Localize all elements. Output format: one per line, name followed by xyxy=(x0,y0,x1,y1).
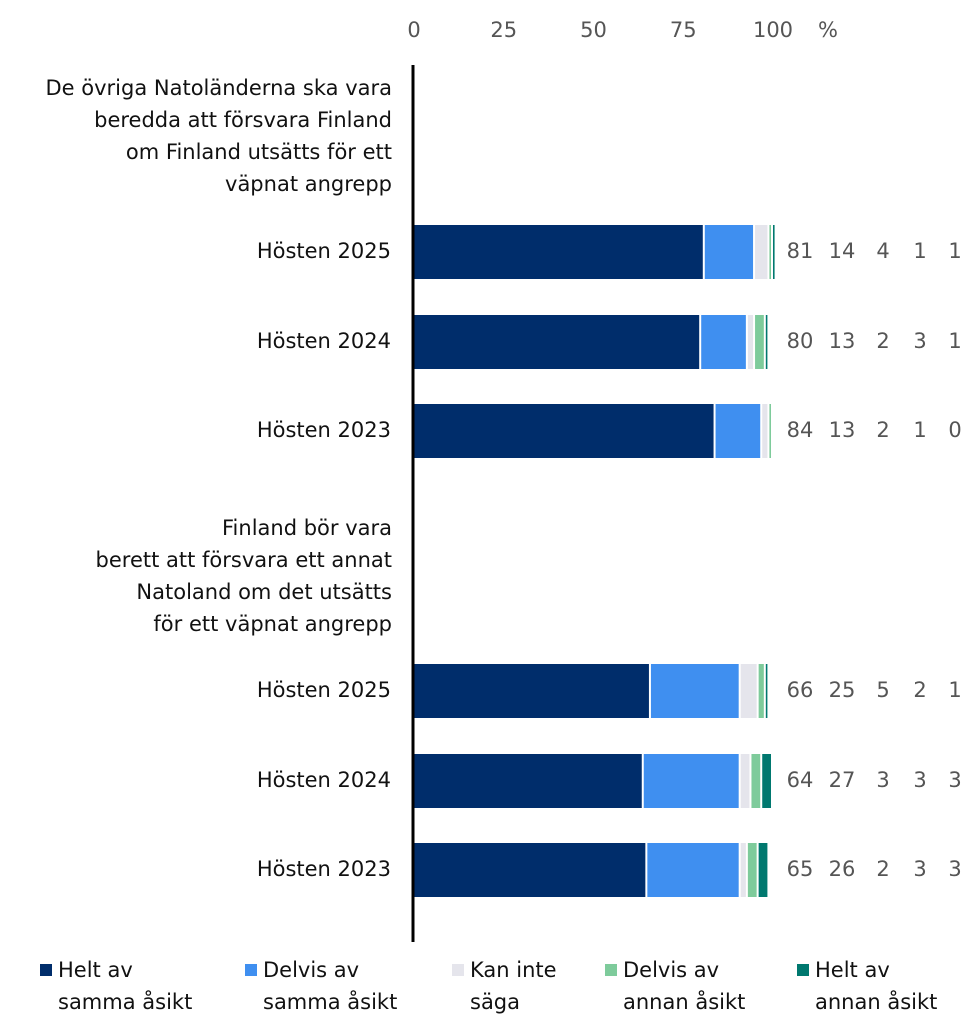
bar-segment xyxy=(765,315,768,369)
value-label: 2 xyxy=(876,857,889,881)
bar-segment xyxy=(704,225,754,279)
legend-label: Helt av annan åsikt xyxy=(815,958,938,1014)
bar-segment xyxy=(414,225,703,279)
value-label: 3 xyxy=(913,768,926,792)
x-tick-label: 0 xyxy=(407,18,420,42)
bar-segment xyxy=(758,843,768,897)
bar-segment xyxy=(765,664,768,718)
bar-segment xyxy=(701,315,746,369)
x-tick-label: 25 xyxy=(490,18,517,42)
legend-swatch xyxy=(452,964,464,976)
value-label: 3 xyxy=(948,768,961,792)
value-label: 2 xyxy=(913,678,926,702)
bar-segment xyxy=(755,315,764,369)
value-label: 0 xyxy=(948,418,961,442)
x-tick-label: 75 xyxy=(670,18,697,42)
unit-label: % xyxy=(818,18,838,42)
legend-swatch xyxy=(40,964,52,976)
legend-swatch xyxy=(605,964,617,976)
x-tick-label: 100 xyxy=(753,18,793,42)
value-label: 25 xyxy=(829,678,856,702)
category-label: Hösten 2023 xyxy=(257,418,391,442)
value-label: 1 xyxy=(913,418,926,442)
group-label: Finland bör vara berett att försvara ett… xyxy=(95,516,392,636)
value-label: 66 xyxy=(787,678,814,702)
value-label: 13 xyxy=(829,418,856,442)
category-label: Hösten 2025 xyxy=(257,239,391,263)
value-label: 1 xyxy=(948,678,961,702)
value-label: 1 xyxy=(948,329,961,353)
bar-segment xyxy=(758,664,764,718)
category-label: Hösten 2024 xyxy=(257,329,391,353)
category-label: Hösten 2023 xyxy=(257,857,391,881)
bar-segment xyxy=(769,404,771,458)
legend-label: Helt av samma åsikt xyxy=(58,958,193,1014)
category-label: Hösten 2024 xyxy=(257,768,391,792)
group-label: De övriga Natoländerna ska vara beredda … xyxy=(45,76,393,196)
value-label: 13 xyxy=(829,329,856,353)
bar-segment xyxy=(740,754,750,808)
legend-label: Delvis av samma åsikt xyxy=(263,958,398,1014)
x-tick-label: 50 xyxy=(580,18,607,42)
value-label: 14 xyxy=(829,239,856,263)
bar-segment xyxy=(414,315,700,369)
legend-swatch xyxy=(797,964,809,976)
legend-label: Kan inte säga xyxy=(470,958,557,1014)
value-label: 2 xyxy=(876,418,889,442)
value-label: 3 xyxy=(876,768,889,792)
bar-segment xyxy=(715,404,761,458)
bar-segment xyxy=(647,843,739,897)
value-label: 1 xyxy=(913,239,926,263)
value-label: 5 xyxy=(876,678,889,702)
value-label: 27 xyxy=(829,768,856,792)
value-label: 64 xyxy=(787,768,814,792)
bar-segment xyxy=(740,664,757,718)
bar-segment xyxy=(747,315,754,369)
value-label: 84 xyxy=(787,418,814,442)
legend-swatch xyxy=(245,964,257,976)
bar-segment xyxy=(769,225,771,279)
bar-segment xyxy=(414,754,642,808)
value-label: 26 xyxy=(829,857,856,881)
bar-segment xyxy=(414,404,714,458)
bar-segment xyxy=(762,404,768,458)
value-label: 80 xyxy=(787,329,814,353)
value-label: 2 xyxy=(876,329,889,353)
bar-segment xyxy=(414,843,646,897)
bar-segment xyxy=(650,664,739,718)
value-label: 81 xyxy=(787,239,814,263)
bar-segment xyxy=(740,843,746,897)
value-label: 1 xyxy=(948,239,961,263)
bar-segment xyxy=(773,225,775,279)
bar-segment xyxy=(414,664,649,718)
value-label: 3 xyxy=(913,857,926,881)
bar-segment xyxy=(751,754,761,808)
value-label: 3 xyxy=(948,857,961,881)
value-label: 65 xyxy=(787,857,814,881)
category-label: Hösten 2025 xyxy=(257,678,391,702)
value-label: 3 xyxy=(913,329,926,353)
bar-segment xyxy=(643,754,739,808)
bar-segment xyxy=(755,225,768,279)
bar-segment xyxy=(762,754,771,808)
value-label: 4 xyxy=(876,239,889,263)
bar-segment xyxy=(747,843,757,897)
legend-label: Delvis av annan åsikt xyxy=(623,958,746,1014)
